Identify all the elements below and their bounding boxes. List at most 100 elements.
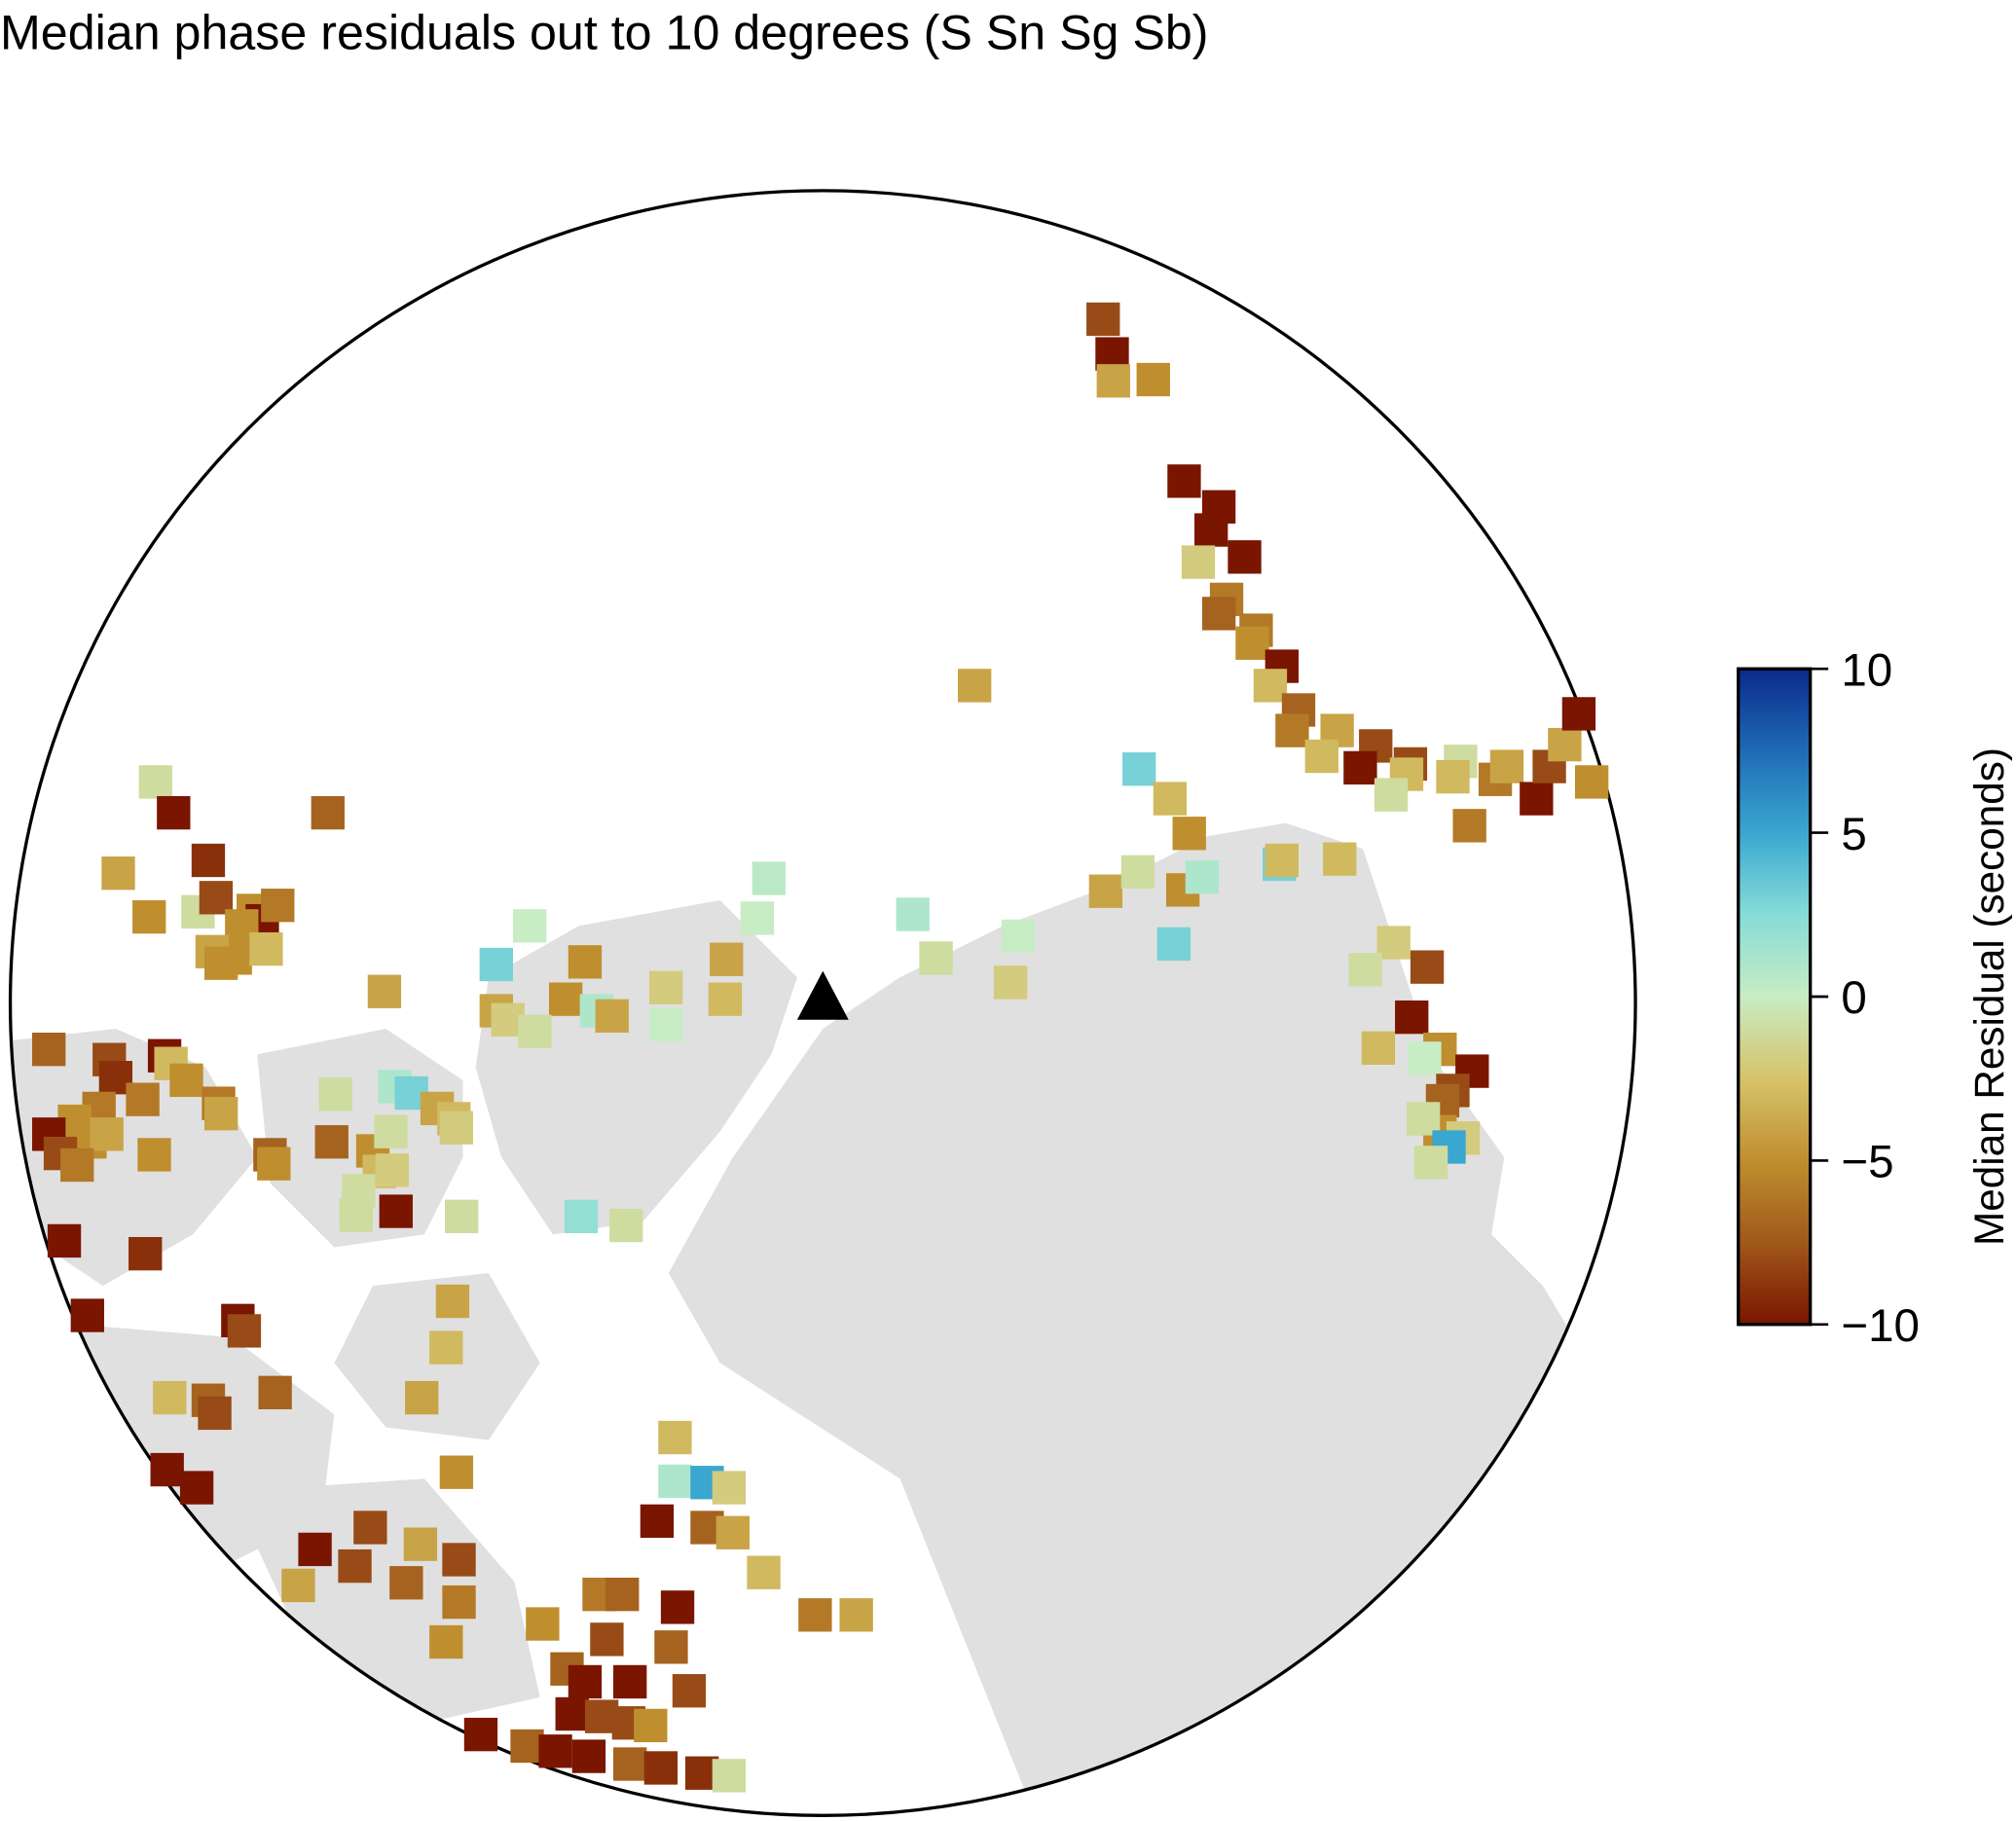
station-square — [157, 795, 191, 830]
station-square — [1406, 1102, 1441, 1136]
station-square — [590, 1622, 624, 1657]
station-square — [101, 856, 135, 891]
station-square — [798, 1598, 832, 1632]
station-square — [919, 941, 953, 975]
station-square — [568, 945, 603, 979]
station-square — [429, 1624, 463, 1659]
station-square — [658, 1464, 692, 1499]
station-square — [571, 1739, 606, 1773]
station-square — [439, 1111, 474, 1145]
station-square — [710, 942, 744, 976]
station-square — [526, 1607, 560, 1641]
station-square — [715, 1515, 751, 1549]
station-square — [444, 1199, 479, 1234]
station-square — [1096, 364, 1130, 398]
station-square — [442, 1584, 476, 1620]
colorbar-tick-label: 0 — [1841, 972, 1866, 1024]
station-square — [198, 1396, 232, 1431]
station-square — [281, 1568, 315, 1603]
station-square — [648, 1007, 683, 1042]
station-square — [1452, 809, 1486, 843]
station-square — [1436, 759, 1470, 794]
station-square — [298, 1532, 332, 1567]
station-square — [314, 1125, 348, 1159]
station-square — [1265, 843, 1299, 878]
colorbar-tick-label: 5 — [1841, 809, 1866, 860]
station-square — [564, 1199, 599, 1234]
station-square — [90, 1117, 124, 1151]
station-square — [204, 1097, 238, 1131]
station-square — [595, 999, 629, 1033]
colorbar-tick-label: 10 — [1841, 644, 1892, 696]
station-square — [1361, 1031, 1396, 1065]
station-square — [512, 909, 547, 943]
station-square — [1153, 782, 1188, 816]
reference-station — [796, 970, 849, 1020]
station-square — [126, 1082, 160, 1116]
station-square — [1304, 739, 1338, 774]
station-square — [1520, 782, 1554, 816]
station-square — [32, 1032, 66, 1067]
station-square — [1323, 842, 1357, 876]
station-square — [429, 1330, 463, 1365]
station-square — [957, 669, 992, 703]
station-square — [747, 1555, 781, 1589]
station-square — [605, 1577, 640, 1612]
station-square — [1201, 597, 1236, 631]
station-square — [261, 889, 295, 923]
station-square — [1408, 1041, 1442, 1075]
station-square — [403, 1527, 438, 1561]
station-square — [1410, 950, 1445, 984]
station-square — [1185, 859, 1220, 894]
station-square — [634, 1708, 668, 1743]
station-square — [896, 897, 930, 931]
station-square — [1120, 855, 1155, 890]
station-square — [1172, 817, 1206, 851]
station-square — [311, 795, 345, 830]
station-square — [1348, 953, 1382, 987]
station-square — [1001, 919, 1036, 954]
station-square — [712, 1471, 747, 1505]
station-square — [153, 1380, 187, 1415]
station-square — [389, 1566, 423, 1600]
station-square — [227, 1314, 262, 1348]
station-square — [1561, 697, 1596, 731]
map-boundary — [8, 189, 1637, 1817]
station-square — [199, 881, 234, 915]
station-square — [708, 982, 743, 1016]
station-square — [538, 1734, 572, 1768]
station-square — [47, 1223, 82, 1258]
station-square — [839, 1598, 873, 1632]
station-square — [1194, 513, 1228, 547]
station-square — [367, 974, 402, 1008]
colorbar — [1737, 667, 1813, 1327]
station-square — [510, 1729, 544, 1764]
station-square — [1088, 874, 1123, 908]
station-square — [60, 1147, 94, 1183]
station-square — [132, 899, 166, 934]
station-square — [137, 1138, 171, 1172]
station-square — [643, 1751, 678, 1785]
station-square — [1086, 302, 1120, 337]
station-square — [1395, 1000, 1429, 1035]
station-square — [479, 947, 513, 982]
station-square — [1228, 540, 1262, 574]
station-square — [1376, 926, 1411, 960]
station-square — [1343, 750, 1377, 785]
station-square — [374, 1114, 408, 1148]
station-square — [518, 1014, 552, 1048]
station-square — [1156, 927, 1191, 962]
station-square — [660, 1590, 695, 1624]
station-square — [555, 1696, 589, 1731]
station-square — [654, 1630, 688, 1664]
station-square — [435, 1284, 470, 1319]
station-square — [339, 1198, 374, 1232]
station-square — [640, 1504, 675, 1539]
station-square — [648, 970, 683, 1004]
station-square — [257, 1147, 291, 1181]
station-square — [1253, 669, 1288, 703]
station-square — [1413, 1146, 1448, 1180]
station-square — [1136, 362, 1170, 397]
station-square — [548, 982, 583, 1016]
